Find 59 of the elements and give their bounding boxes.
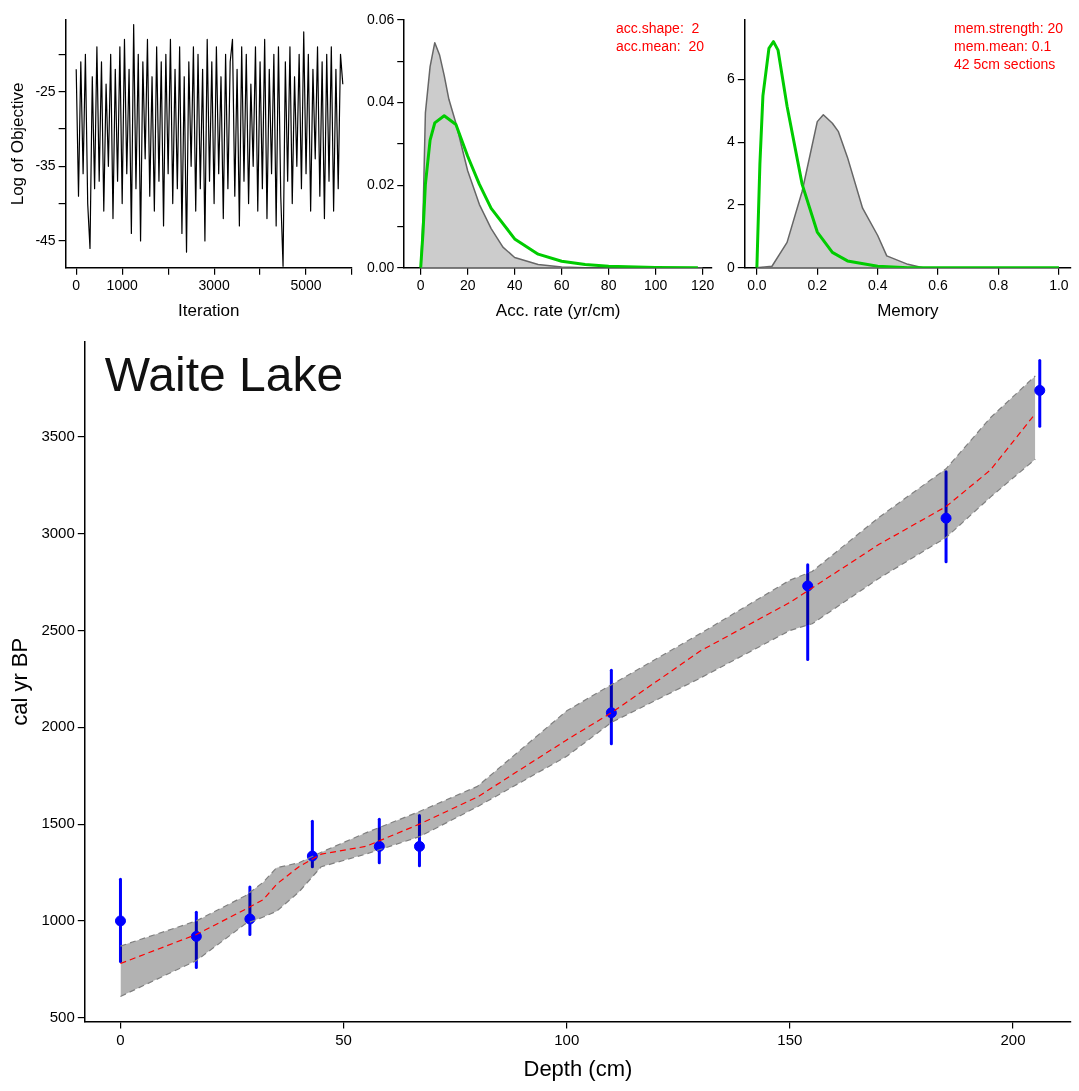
x-tick-label: 120 xyxy=(690,277,715,294)
y-tick-label: 3500 xyxy=(41,427,75,445)
point xyxy=(413,840,425,852)
y-tick-label: 0.06 xyxy=(367,10,395,27)
y-tick-label: -35 xyxy=(35,157,56,174)
point xyxy=(244,913,256,925)
x-tick-label: 100 xyxy=(554,1030,580,1048)
annotation: mem.mean: 0.1 xyxy=(954,37,1052,54)
x-tick-label: 80 xyxy=(600,277,617,294)
y-tick-label: 1000 xyxy=(41,911,75,929)
x-tick-label: 0.2 xyxy=(807,277,828,294)
x-tick-label: 0.6 xyxy=(928,277,949,294)
x-tick-label: 0 xyxy=(116,1030,125,1048)
annotation: acc.mean: 20 xyxy=(616,37,705,54)
y-tick-label: 2 xyxy=(726,195,735,212)
point xyxy=(802,580,814,592)
point xyxy=(605,707,617,719)
point xyxy=(114,915,126,927)
y-tick-label: -45 xyxy=(35,231,56,248)
x-tick-label: 20 xyxy=(459,277,476,294)
y-axis-title: cal yr BP xyxy=(7,637,33,726)
y-tick-label: 2500 xyxy=(41,620,75,638)
x-tick-label: 60 xyxy=(553,277,570,294)
y-tick-label: 0.02 xyxy=(367,176,395,193)
y-tick-label: 0 xyxy=(726,258,735,275)
x-axis-title: Depth (cm) xyxy=(523,1055,633,1081)
annotation: acc.shape: 2 xyxy=(616,19,700,36)
y-tick-label: 3000 xyxy=(41,523,75,541)
point xyxy=(190,930,202,942)
x-tick-label: 200 xyxy=(1000,1030,1026,1048)
chart-title: Waite Lake xyxy=(104,348,344,402)
x-tick-label: 0.8 xyxy=(988,277,1009,294)
x-tick-label: 1000 xyxy=(106,277,138,294)
y-tick-label: 2000 xyxy=(41,717,75,735)
x-tick-label: 0.0 xyxy=(747,277,767,294)
x-axis-title: Memory xyxy=(877,301,940,321)
y-tick-label: 500 xyxy=(49,1007,75,1025)
y-tick-label: -25 xyxy=(35,82,56,99)
x-axis-title: Acc. rate (yr/cm) xyxy=(495,301,621,321)
y-tick-label: 6 xyxy=(726,70,735,87)
annotation: mem.strength: 20 xyxy=(954,19,1064,36)
point xyxy=(1034,384,1046,396)
x-tick-label: 50 xyxy=(335,1030,352,1048)
point xyxy=(940,512,952,524)
y-axis-title: Log of Objective xyxy=(7,82,27,206)
x-tick-label: 0.4 xyxy=(867,277,888,294)
y-tick-label: 0.00 xyxy=(367,258,395,275)
y-tick-label: 4 xyxy=(726,133,735,150)
x-tick-label: 3000 xyxy=(198,277,230,294)
x-tick-label: 40 xyxy=(506,277,523,294)
x-tick-label: 100 xyxy=(643,277,668,294)
x-tick-label: 5000 xyxy=(290,277,322,294)
y-tick-label: 1500 xyxy=(41,814,75,832)
annotation: 42 5cm sections xyxy=(954,55,1056,72)
x-tick-label: 1.0 xyxy=(1049,277,1069,294)
x-tick-label: 150 xyxy=(777,1030,803,1048)
x-tick-label: 0 xyxy=(416,277,425,294)
x-axis-title: Iteration xyxy=(178,301,240,321)
y-tick-label: 0.04 xyxy=(367,93,395,110)
